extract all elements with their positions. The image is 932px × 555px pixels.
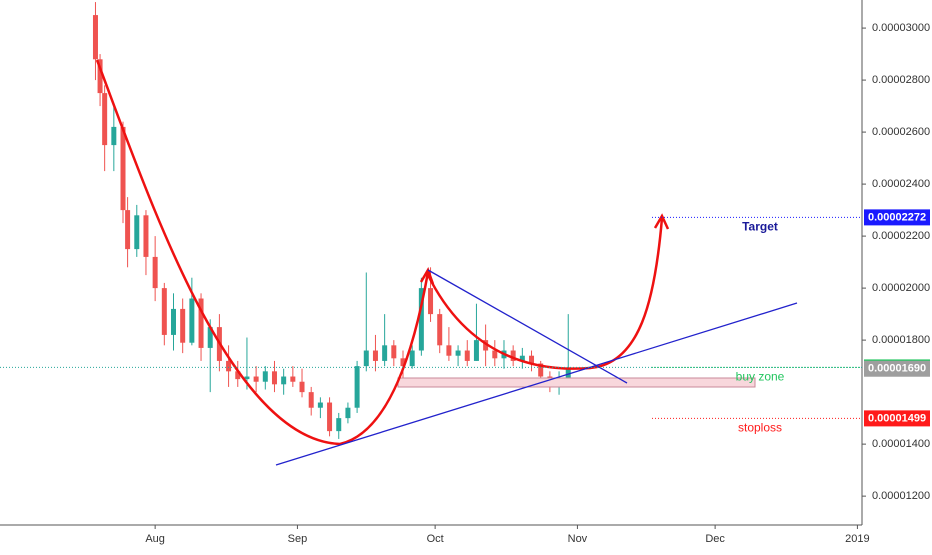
candle-body xyxy=(198,298,204,348)
level-text: Target xyxy=(742,220,778,234)
price-label-box xyxy=(864,410,930,427)
price-label-box xyxy=(864,209,930,226)
y-tick-label: 0.00002400 xyxy=(872,178,930,190)
candle-body xyxy=(446,345,452,356)
arrow-head xyxy=(653,213,670,230)
candle-body xyxy=(120,126,126,211)
y-tick-label: 0.00001400 xyxy=(872,438,930,450)
candle-body xyxy=(226,360,232,372)
candle-body xyxy=(391,345,397,359)
buy-zone-box xyxy=(397,377,756,388)
price-label: 0.00002272 xyxy=(868,211,926,223)
candle-body xyxy=(253,376,259,382)
price-label: 0.00001690 xyxy=(868,363,926,375)
candle-body xyxy=(455,350,461,356)
candle-body xyxy=(510,350,516,361)
candle-body xyxy=(308,392,314,408)
candle-body xyxy=(382,345,388,361)
candle-body xyxy=(171,308,177,335)
x-tick-label: 2019 xyxy=(845,533,869,545)
candle-body xyxy=(437,314,443,346)
candle-body xyxy=(143,215,149,257)
candle-body xyxy=(345,407,351,419)
price-label-box xyxy=(864,360,930,377)
candle-body xyxy=(180,308,186,343)
candle-body xyxy=(409,350,415,367)
candle-body xyxy=(400,358,406,367)
candle-body xyxy=(483,340,489,351)
candle-body xyxy=(207,327,213,348)
y-tick-label: 0.00003000 xyxy=(872,22,930,34)
candle-body xyxy=(244,376,250,380)
curve xyxy=(95,59,430,446)
candle-body xyxy=(189,298,195,343)
candle-body xyxy=(262,371,268,382)
candle-body xyxy=(299,381,305,393)
y-tick-label: 0.00002200 xyxy=(872,230,930,242)
candle-body xyxy=(363,350,369,367)
trend-line xyxy=(427,269,628,384)
candle-body xyxy=(519,355,525,361)
candle-body xyxy=(235,371,241,380)
level-text: buy zone xyxy=(736,370,785,384)
candle-body xyxy=(372,350,378,361)
candle-body xyxy=(336,418,342,432)
candle-body xyxy=(290,376,296,382)
y-tick-label: 0.00002600 xyxy=(872,126,930,138)
y-tick-label: 0.00002800 xyxy=(872,74,930,86)
candle-body xyxy=(317,402,323,408)
candle-body xyxy=(271,371,277,385)
candle-body xyxy=(161,288,167,335)
x-tick-label: Sep xyxy=(288,533,308,545)
trend-line xyxy=(275,302,798,466)
x-tick-label: Oct xyxy=(427,533,444,545)
candle-body xyxy=(492,350,498,359)
x-tick-label: Nov xyxy=(568,533,588,545)
candle-body xyxy=(428,288,434,315)
candle-body xyxy=(354,366,360,408)
candle-body xyxy=(111,126,117,146)
candle-body xyxy=(538,363,544,377)
candle-body xyxy=(281,376,287,385)
candle-body xyxy=(102,93,108,146)
candle-body xyxy=(327,402,333,432)
candle-body xyxy=(473,340,479,361)
price-label: 0.00001499 xyxy=(868,412,926,424)
candle-body xyxy=(152,256,158,289)
candle-body xyxy=(464,350,470,361)
candle-body xyxy=(134,215,140,250)
y-tick-label: 0.00001200 xyxy=(872,490,930,502)
level-text: stoploss xyxy=(738,421,782,435)
candle-body xyxy=(529,355,535,364)
x-tick-label: Dec xyxy=(705,533,725,545)
candle-body xyxy=(418,288,424,351)
candle-body xyxy=(97,59,103,94)
y-tick-label: 0.00002000 xyxy=(872,282,930,294)
candle-body xyxy=(125,210,131,250)
y-tick-label: 0.00001800 xyxy=(872,334,930,346)
candle-body xyxy=(92,15,98,60)
plot-area xyxy=(92,2,571,439)
x-tick-label: Aug xyxy=(145,533,165,545)
